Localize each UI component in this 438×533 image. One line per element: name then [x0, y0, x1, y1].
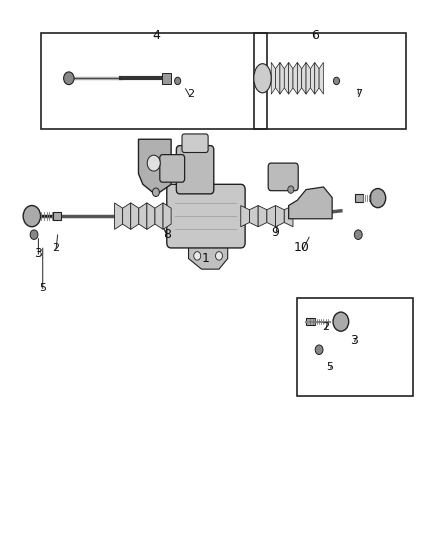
Polygon shape	[131, 203, 139, 229]
Polygon shape	[311, 62, 315, 94]
Text: 4: 4	[152, 29, 160, 42]
Polygon shape	[115, 203, 123, 229]
Text: 3: 3	[350, 334, 358, 347]
Polygon shape	[138, 139, 171, 195]
FancyBboxPatch shape	[160, 155, 185, 182]
Circle shape	[147, 155, 160, 171]
Circle shape	[370, 189, 386, 208]
Circle shape	[175, 77, 181, 85]
Bar	[41, 33, 267, 128]
Polygon shape	[293, 62, 297, 94]
FancyBboxPatch shape	[268, 163, 298, 191]
Circle shape	[315, 345, 323, 354]
Text: 2: 2	[187, 89, 194, 99]
Polygon shape	[276, 206, 284, 227]
Ellipse shape	[254, 63, 271, 93]
FancyBboxPatch shape	[177, 146, 214, 194]
Polygon shape	[123, 203, 131, 229]
Circle shape	[23, 206, 41, 227]
Circle shape	[354, 230, 362, 239]
Polygon shape	[258, 206, 267, 227]
Circle shape	[152, 188, 159, 197]
Text: 7: 7	[355, 89, 362, 99]
Text: 3: 3	[35, 247, 42, 260]
Text: 2: 2	[52, 243, 60, 253]
Polygon shape	[155, 203, 163, 229]
Polygon shape	[284, 206, 293, 227]
Polygon shape	[271, 62, 276, 94]
Polygon shape	[289, 187, 332, 219]
Polygon shape	[241, 206, 250, 227]
Polygon shape	[319, 62, 323, 94]
Bar	[53, 212, 60, 220]
Circle shape	[194, 252, 201, 260]
Text: 8: 8	[163, 228, 171, 241]
Polygon shape	[289, 62, 293, 94]
Polygon shape	[306, 62, 311, 94]
Bar	[162, 73, 171, 84]
Circle shape	[215, 252, 223, 260]
Circle shape	[64, 72, 74, 85]
Polygon shape	[297, 62, 302, 94]
FancyBboxPatch shape	[167, 184, 245, 248]
Text: 2: 2	[322, 322, 329, 333]
Polygon shape	[276, 62, 280, 94]
Circle shape	[30, 230, 38, 239]
Polygon shape	[267, 206, 276, 227]
Text: 1: 1	[202, 252, 210, 265]
Polygon shape	[147, 203, 155, 229]
Circle shape	[288, 186, 294, 193]
Text: 5: 5	[326, 362, 333, 372]
Polygon shape	[284, 62, 289, 94]
Polygon shape	[280, 62, 284, 94]
FancyBboxPatch shape	[182, 134, 208, 152]
Text: 9: 9	[272, 225, 279, 239]
Polygon shape	[315, 62, 319, 94]
Text: 10: 10	[294, 241, 310, 254]
Polygon shape	[139, 203, 147, 229]
Bar	[254, 33, 406, 128]
Text: 5: 5	[39, 282, 46, 293]
Polygon shape	[163, 203, 171, 229]
Text: 6: 6	[311, 29, 319, 42]
Circle shape	[333, 312, 349, 331]
Bar	[355, 195, 363, 202]
Polygon shape	[250, 206, 258, 227]
Bar	[306, 318, 315, 325]
Polygon shape	[302, 62, 306, 94]
Polygon shape	[188, 243, 228, 269]
Bar	[297, 298, 413, 397]
Circle shape	[333, 77, 339, 85]
